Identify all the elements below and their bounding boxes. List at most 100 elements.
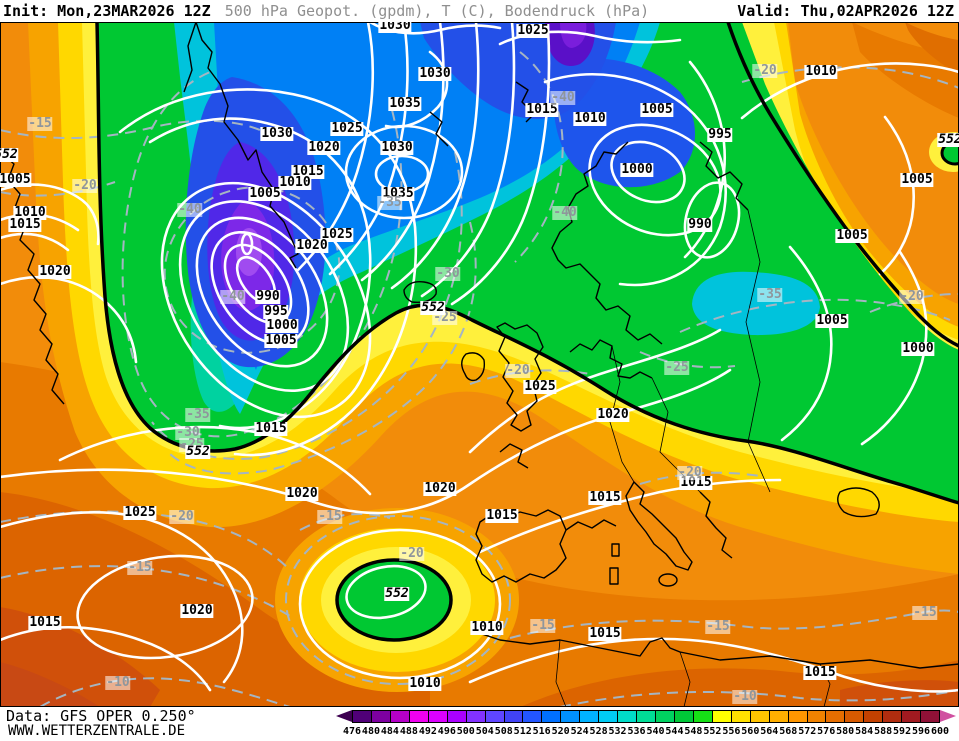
map-header: Init: Mon,23MAR2026 12Z 500 hPa Geopot. … [0, 0, 959, 22]
colorbar-cell [883, 710, 903, 723]
colorbar-tick-label: 580 [836, 726, 855, 737]
pressure-label: 1005 [900, 172, 934, 187]
colorbar-tick-label: 504 [475, 726, 494, 737]
geopotential-label: 552 [185, 444, 211, 459]
colorbar-tick-label: 520 [551, 726, 570, 737]
pressure-label: 1010 [573, 111, 607, 126]
pressure-label: 1015 [588, 490, 622, 505]
colorbar-cell [599, 710, 619, 723]
pressure-label: 1020 [180, 603, 214, 618]
temperature-label: -15 [705, 619, 731, 634]
temperature-label: -40 [552, 205, 578, 220]
pressure-label: 1025 [123, 505, 157, 520]
colorbar-cell [693, 710, 713, 723]
pressure-label: 1005 [248, 186, 282, 201]
init-time-label: Init: Mon,23MAR2026 12Z [3, 2, 211, 20]
temperature-label: -35 [757, 287, 783, 302]
pressure-label: 1030 [418, 66, 452, 81]
pressure-label: 1030 [378, 22, 412, 33]
colorbar-cell [618, 710, 638, 723]
temperature-label: -20 [399, 546, 425, 561]
pressure-label: 1020 [423, 481, 457, 496]
colorbar-tick-label: 576 [817, 726, 836, 737]
pressure-label: 1010 [278, 175, 312, 190]
geopotential-colorbar [352, 710, 941, 723]
temperature-label: -20 [169, 509, 195, 524]
temperature-label: -20 [752, 63, 778, 78]
colorbar-tick-label: 524 [570, 726, 589, 737]
pressure-label: 1010 [408, 676, 442, 691]
data-source-label: Data: GFS OPER 0.250° [6, 707, 196, 725]
pressure-label: 1020 [38, 264, 72, 279]
temperature-label: -25 [664, 360, 690, 375]
temperature-label: -30 [435, 266, 461, 281]
colorbar-tick-label: 560 [741, 726, 760, 737]
colorbar-cell [807, 710, 827, 723]
temperature-label: -20 [505, 363, 531, 378]
colorbar-cell [542, 710, 562, 723]
pressure-label: 1015 [588, 626, 622, 641]
colorbar-cell [921, 710, 941, 723]
colorbar-cell [409, 710, 429, 723]
colorbar-tick-label: 536 [627, 726, 646, 737]
colorbar-cell [864, 710, 884, 723]
pressure-label: 1025 [523, 379, 557, 394]
colorbar-tick-label: 480 [361, 726, 380, 737]
geopotential-label: 552 [420, 300, 446, 315]
temperature-label: -40 [177, 202, 203, 217]
colorbar-tick-label: 548 [684, 726, 703, 737]
colorbar-cell [390, 710, 410, 723]
pressure-label: 1030 [260, 126, 294, 141]
pressure-label: 1015 [485, 508, 519, 523]
pressure-label: 1015 [254, 421, 288, 436]
colorbar-cell [637, 710, 656, 723]
colorbar-tick-label: 512 [513, 726, 532, 737]
pressure-label: 1010 [470, 620, 504, 635]
temperature-label: -15 [530, 618, 556, 633]
pressure-label: 1025 [516, 23, 550, 38]
temperature-label: -15 [912, 605, 938, 620]
colorbar-right-arrow-icon [940, 710, 956, 722]
pressure-label: 1000 [265, 318, 299, 333]
pressure-label: 1020 [285, 486, 319, 501]
colorbar-tick-label: 596 [912, 726, 931, 737]
temperature-label: -40 [220, 289, 246, 304]
colorbar-cell [826, 710, 846, 723]
colorbar-cell [561, 710, 581, 723]
pressure-label: 995 [707, 127, 733, 142]
colorbar-tick-label: 572 [798, 726, 817, 737]
colorbar-cell [902, 710, 922, 723]
temperature-label: -15 [127, 560, 153, 575]
colorbar-tick-label: 528 [589, 726, 608, 737]
colorbar-tick-label: 516 [532, 726, 551, 737]
temperature-label: -10 [105, 675, 131, 690]
colorbar-scale: 476 480 484 488 492 496 500 504 508 512 516 520 524 5… [343, 726, 949, 738]
colorbar-tick-label: 488 [399, 726, 418, 737]
pressure-label: 1010 [13, 205, 47, 220]
temperature-label: -20 [899, 289, 925, 304]
pressure-label: 1020 [295, 238, 329, 253]
pressure-label: 995 [263, 304, 289, 319]
chart-title: 500 hPa Geopot. (gpdm), T (C), Bodendruc… [224, 2, 650, 20]
colorbar-tick-label: 552 [703, 726, 722, 737]
colorbar-cell [731, 710, 751, 723]
colorbar-cell [466, 710, 486, 723]
colorbar-tick-label: 592 [893, 726, 912, 737]
pressure-label: 1015 [525, 102, 559, 117]
colorbar-tick-label: 544 [665, 726, 684, 737]
colorbar-cell [504, 710, 524, 723]
colorbar-cell [845, 710, 865, 723]
pressure-label: 1000 [620, 162, 654, 177]
colorbar-cell [447, 710, 467, 723]
pressure-label: 990 [687, 217, 713, 232]
colorbar-tick-label: 532 [608, 726, 627, 737]
coastlines [0, 22, 959, 669]
temperature-label: -15 [27, 116, 53, 131]
colorbar-cell [428, 710, 448, 723]
pressure-label: 1005 [0, 172, 32, 187]
colorbar-tick-label: 556 [722, 726, 741, 737]
temperature-label: -20 [72, 178, 98, 193]
pressure-label: 990 [255, 289, 281, 304]
temperature-label: -20 [677, 465, 703, 480]
pressure-label: 1015 [291, 164, 325, 179]
